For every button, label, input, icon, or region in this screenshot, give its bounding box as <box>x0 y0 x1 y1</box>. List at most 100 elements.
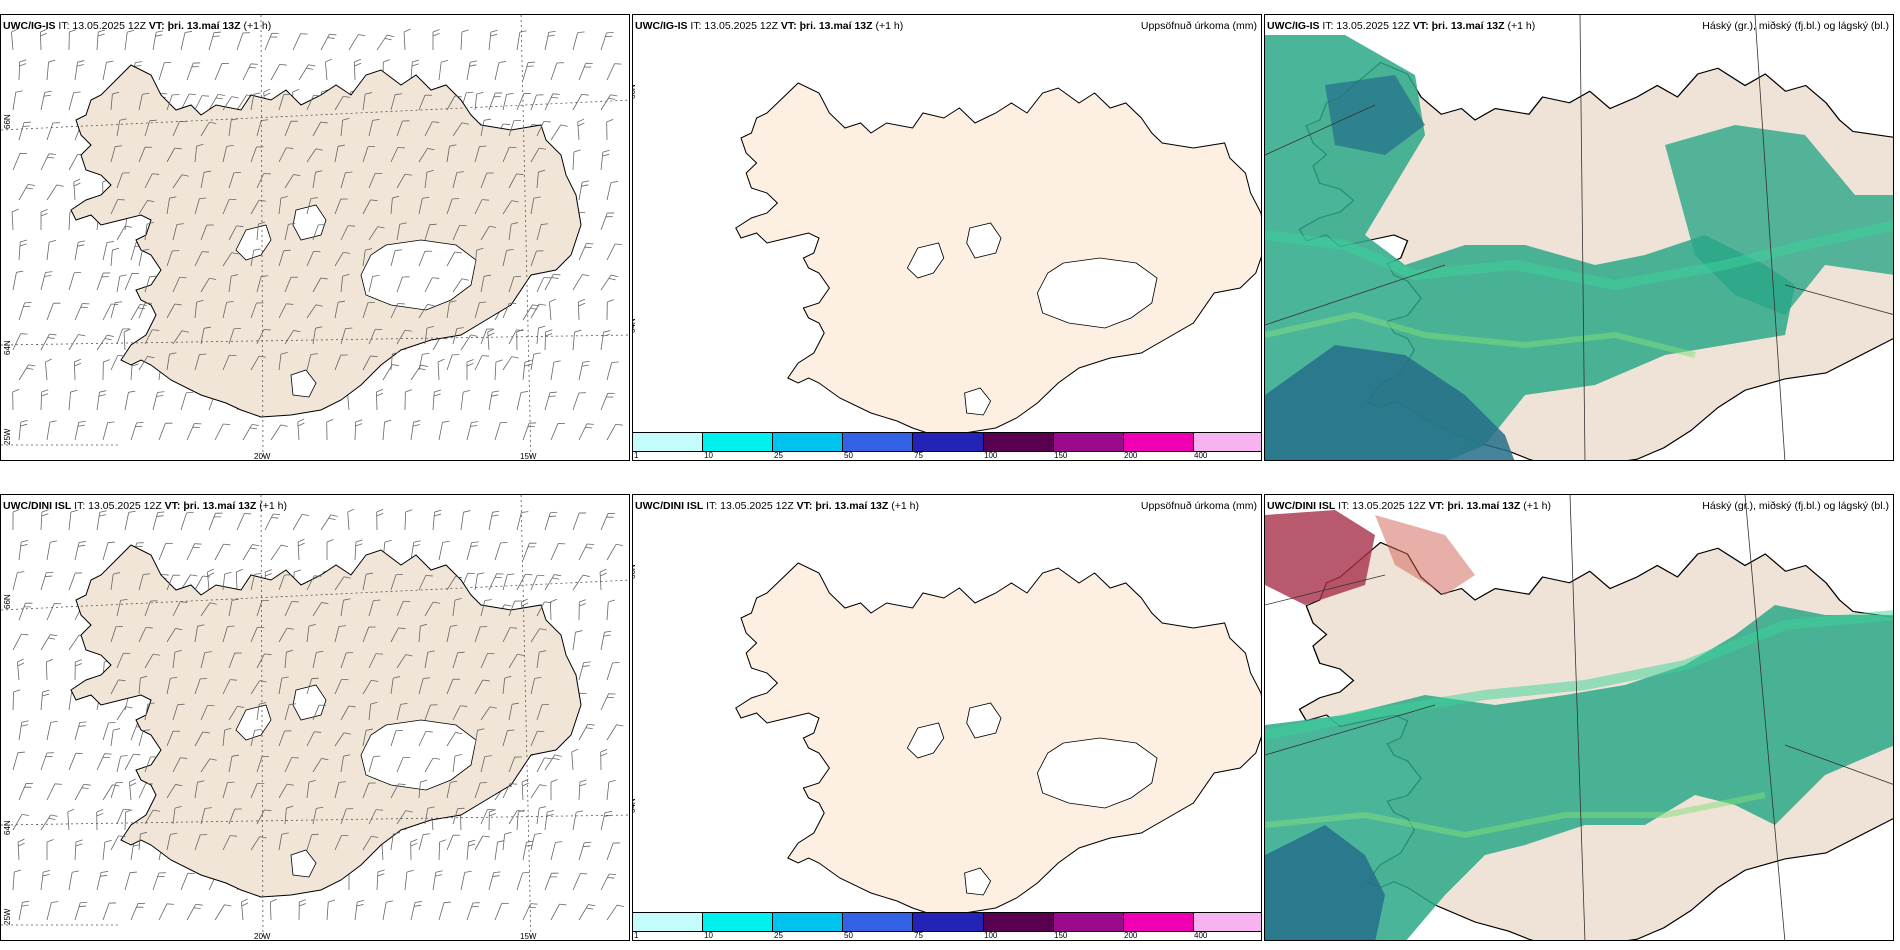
wind-barb <box>600 152 604 171</box>
wind-barb-flag <box>186 391 194 394</box>
colorbar-tick-label: 150 <box>1054 451 1068 460</box>
wind-barb-flag <box>170 676 178 679</box>
wind-barb <box>606 662 613 681</box>
wind-barb-flag <box>229 679 238 681</box>
wind-barb-flag <box>377 226 385 229</box>
wind-barb <box>424 224 431 241</box>
wind-barb-flag <box>395 249 403 251</box>
wind-barb-flag <box>328 517 336 521</box>
wind-barb-flag <box>22 125 30 127</box>
wind-barb <box>46 783 56 801</box>
wind-barb-flag <box>549 298 556 303</box>
wind-barb <box>460 32 463 51</box>
wind-barb <box>474 730 478 747</box>
wind-barb-flag <box>294 569 302 573</box>
wind-barb <box>110 250 113 267</box>
wind-barb-flag <box>395 93 403 95</box>
iceland-land <box>70 64 582 418</box>
wind-barb-flag <box>310 353 318 355</box>
wind-barb-flag <box>420 779 428 783</box>
wind-barb-flag <box>602 153 610 157</box>
colorbar-swatch <box>703 433 774 451</box>
iceland-land <box>735 82 1261 436</box>
wind-barb-flag <box>119 274 127 277</box>
wind-barb <box>544 812 548 831</box>
wind-barb-flag <box>13 689 21 693</box>
wind-barb-flag <box>492 510 500 513</box>
wind-barb-flag <box>106 60 114 63</box>
wind-barb-flag <box>337 300 346 303</box>
wind-barb <box>452 600 456 617</box>
wind-barb-flag <box>547 34 555 37</box>
wind-barb <box>278 627 288 643</box>
wind-barb <box>522 422 530 441</box>
wind-barb-flag <box>19 243 27 247</box>
wind-barb-flag <box>432 29 440 33</box>
wind-barb <box>172 224 178 241</box>
wind-barb <box>354 421 357 441</box>
wind-barb <box>228 652 236 669</box>
wind-barb <box>46 722 52 741</box>
wind-barb <box>544 512 551 531</box>
wind-barb-flag <box>539 784 547 787</box>
wind-barb-flag <box>79 905 87 907</box>
wind-barb-flag <box>329 33 337 36</box>
colorbar-tick-label: 1 <box>634 931 639 940</box>
wind-barb <box>536 757 545 773</box>
wind-barb <box>110 835 119 851</box>
wind-barb <box>138 94 143 111</box>
wind-barb <box>278 783 288 799</box>
wind-barb <box>550 903 560 921</box>
colorbar-swatch <box>983 913 1054 931</box>
wind-barb-flag <box>427 304 435 307</box>
wind-barb-flag <box>157 391 165 393</box>
wind-barb-flag <box>358 34 366 37</box>
wind-barb-flag <box>79 721 87 724</box>
wind-barb-flag <box>310 197 318 199</box>
wind-barb-flag <box>43 870 51 873</box>
wind-barb-flag <box>320 277 328 280</box>
wind-barb-flag <box>125 706 133 709</box>
wind-barb <box>269 901 272 921</box>
wind-barb <box>606 544 617 561</box>
wind-barb-flag <box>80 901 88 904</box>
wind-barb <box>110 302 116 319</box>
wind-barb <box>578 63 587 81</box>
wind-barb-flag <box>207 568 214 573</box>
wind-barb <box>494 542 501 561</box>
wind-barb-flag <box>41 509 49 513</box>
wind-barb-flag <box>137 307 145 310</box>
wind-barb <box>12 633 22 651</box>
wind-barb-flag <box>113 728 121 731</box>
wind-barb-flag <box>147 200 155 203</box>
wind-barb <box>502 250 507 267</box>
wind-map <box>1 495 629 940</box>
wind-barb <box>502 783 511 799</box>
wind-barb <box>536 277 545 293</box>
wind-barb <box>544 331 547 351</box>
wind-barb-flag <box>560 124 568 127</box>
wind-barb <box>306 148 317 163</box>
wind-barb <box>194 354 200 371</box>
wind-barb <box>600 212 608 231</box>
wind-barb-flag <box>435 874 443 877</box>
wind-barb-flag <box>606 118 614 123</box>
wind-barb-flag <box>354 58 361 63</box>
wind-barb-flag <box>16 270 24 273</box>
wind-barb-flag <box>432 601 440 604</box>
wind-barb-flag <box>426 326 434 329</box>
wind-barb-flag <box>449 300 457 303</box>
wind-barb <box>200 652 206 669</box>
wind-barb <box>446 626 451 643</box>
wind-barb <box>530 628 541 643</box>
wind-barb-flag <box>129 778 136 783</box>
wind-barb-flag <box>112 91 120 95</box>
wind-barb <box>222 199 230 215</box>
wind-barb-flag <box>147 356 155 359</box>
precip-colorbar <box>633 432 1261 452</box>
wind-barb-flag <box>550 779 558 783</box>
wind-barb <box>353 61 356 81</box>
wind-barb-flag <box>181 174 189 177</box>
wind-barb-flag <box>70 509 78 513</box>
wind-barb-flag <box>611 361 619 364</box>
